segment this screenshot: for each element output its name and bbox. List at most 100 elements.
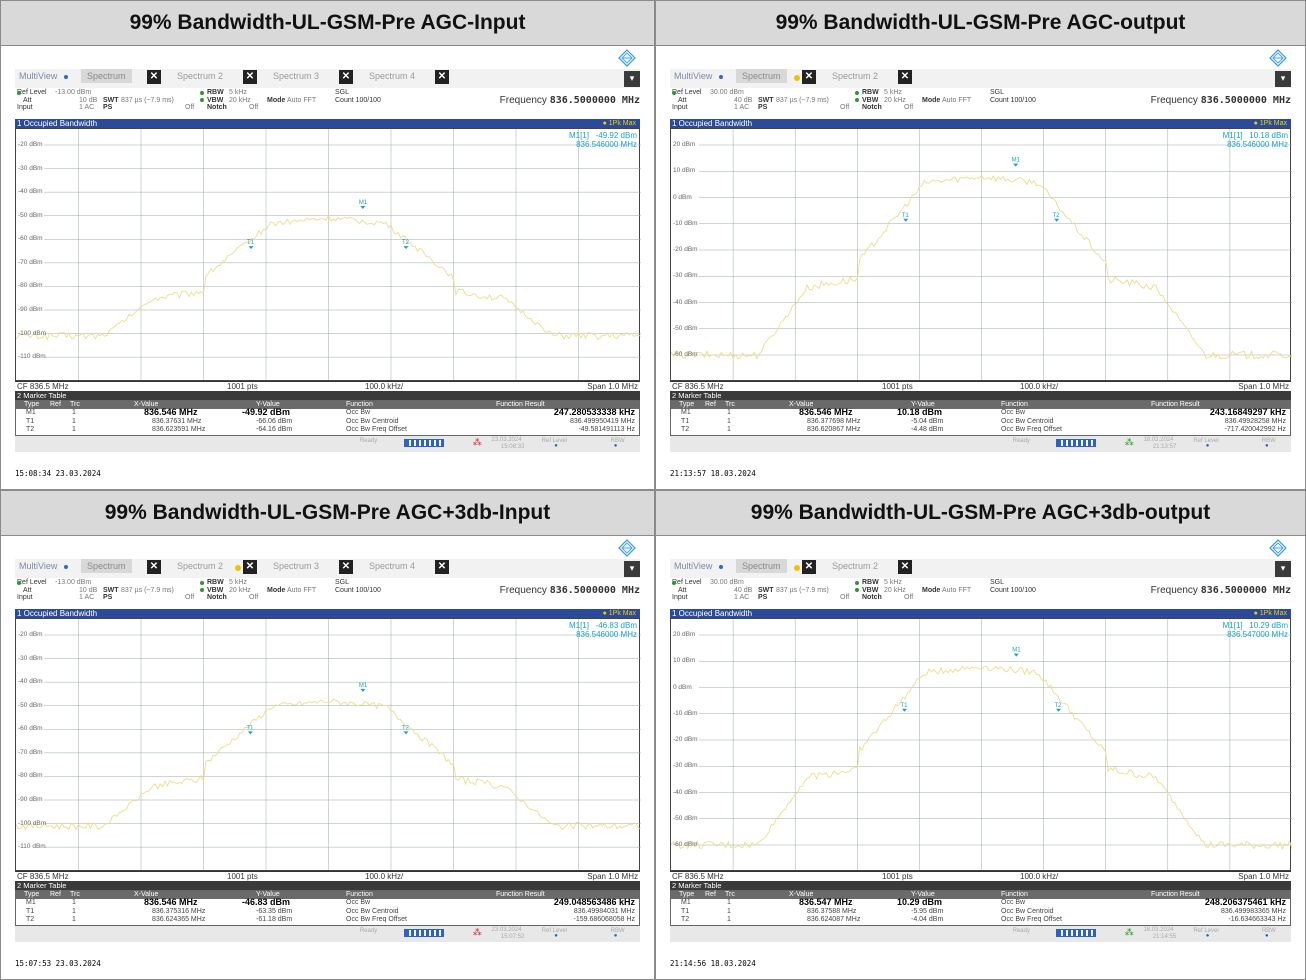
menu-icon[interactable]: ▾ (1275, 71, 1291, 87)
tab-spectrum-2[interactable]: Spectrum 2 (177, 561, 224, 571)
menu-icon[interactable]: ▾ (1275, 561, 1291, 577)
status-time: 21:14:55 (1152, 934, 1177, 940)
marker-label: T1 (247, 240, 255, 246)
marker-m1[interactable] (1013, 653, 1019, 657)
ref-level-softkey[interactable]: Ref Level (541, 438, 568, 444)
table-cell: 836.624087 MHz (807, 916, 861, 923)
close-tab-icon[interactable]: ✕ (147, 560, 161, 574)
marker-t2[interactable] (403, 246, 409, 250)
table-cell: M1 (681, 409, 691, 416)
y-tick-label: -10 dBm (673, 709, 698, 717)
close-tab-icon[interactable]: ✕ (339, 560, 353, 574)
tab-spectrum-4[interactable]: Spectrum 4 (369, 71, 416, 81)
table-cell: -717.420042992 Hz (1224, 426, 1287, 433)
ref-level-softkey[interactable]: Ref Level (1193, 438, 1219, 444)
marker-t2[interactable] (1054, 218, 1060, 222)
menu-icon[interactable]: ▾ (624, 561, 640, 577)
close-tab-icon[interactable]: ✕ (339, 70, 353, 84)
marker-t1[interactable] (901, 708, 907, 712)
column-header: X-Value (134, 401, 159, 408)
m1-level: -49.92 dBm (595, 131, 637, 140)
att-indicator-icon (17, 581, 21, 585)
multiview-indicator-icon (64, 565, 68, 569)
y-tick-label: -50 dBm (18, 701, 43, 709)
close-tab-icon[interactable]: ✕ (435, 70, 449, 84)
input-label: Input (17, 104, 33, 111)
spectrum-plot: M1 T1 T2 20 dBm 10 dBm 0 dBm -10 dBm -20 dBm -30… (670, 128, 1292, 381)
close-tab-icon[interactable]: ✕ (243, 560, 257, 574)
tab-spectrum[interactable]: Spectrum (81, 559, 132, 573)
close-tab-icon[interactable]: ✕ (898, 560, 912, 574)
marker-m1[interactable] (360, 206, 366, 209)
marker-t2[interactable] (403, 731, 409, 735)
mode-label: Mode (267, 586, 286, 594)
marker-table: Type Ref Trc X-Value Y-Value Function Function… (670, 890, 1291, 926)
vbw-indicator-icon (855, 98, 859, 102)
marker-label: M1 (359, 200, 368, 206)
column-header: Type (24, 891, 40, 898)
y-tick-label: -50 dBm (18, 211, 43, 219)
frequency-value: 836.5000000 MHz (1200, 95, 1291, 106)
close-tab-icon[interactable]: ✕ (802, 560, 816, 574)
ref-level-softkey[interactable]: Ref Level (541, 928, 568, 934)
marker-t1[interactable] (248, 246, 254, 250)
m1-frequency: 836.546000 MHz (576, 630, 637, 639)
tab-spectrum-3[interactable]: Spectrum 3 (273, 561, 320, 571)
tab-multiview[interactable]: MultiView (674, 561, 713, 571)
close-tab-icon[interactable]: ✕ (243, 70, 257, 84)
column-header: Function (346, 401, 373, 408)
tab-multiview[interactable]: MultiView (19, 71, 58, 81)
frequency-readout: Frequency 836.5000000 MHz (500, 95, 640, 106)
y-tick-label: -60 dBm (673, 841, 698, 848)
tab-multiview[interactable]: MultiView (674, 71, 713, 81)
ready-status: Ready (359, 438, 378, 444)
tab-spectrum-4[interactable]: Spectrum 4 (369, 561, 416, 571)
table-cell: T2 (26, 426, 35, 433)
notch: Off (249, 104, 259, 111)
marker-t2[interactable] (1056, 708, 1062, 712)
marker-readout: M1[1] -46.83 dBm 836.546000 MHz (569, 621, 637, 639)
rbw-softkey[interactable]: RBW (610, 928, 625, 934)
y-tick-label: -40 dBm (18, 188, 43, 196)
tab-spectrum[interactable]: Spectrum (736, 559, 787, 573)
column-header: X-Value (789, 891, 814, 898)
rbw-dot-icon: ● (613, 933, 618, 939)
plot-title: 1 Occupied Bandwidth (672, 609, 753, 618)
rbw-softkey[interactable]: RBW (610, 438, 625, 444)
ref-level-softkey[interactable]: Ref Level (1193, 928, 1219, 934)
marker-table: Type Ref Trc X-Value Y-Value Function Function… (15, 400, 640, 436)
marker-t1[interactable] (903, 218, 909, 222)
plot-footer: CF 836.5 MHz 1001 pts 100.0 kHz/Span 1.0 M… (15, 871, 640, 882)
rbw-softkey[interactable]: RBW (1261, 928, 1276, 934)
tab-spectrum[interactable]: Spectrum (736, 69, 787, 83)
status-bar: Ready ⁂ 23.03.2024 15:08:33 Ref Level ● RBW ● (15, 436, 640, 452)
vbw-label: VBW (207, 586, 224, 594)
ps-label: PS (103, 594, 113, 601)
network-icon: ⁂ (472, 437, 482, 447)
m1-frequency: 836.546000 MHz (576, 140, 637, 149)
pts-label: 1001 pts (227, 382, 258, 391)
tab-spectrum-3[interactable]: Spectrum 3 (273, 71, 320, 81)
spectrum-plot: M1 T1 T2 -20 dBm -30 dBm -40 dBm -50 dBm -60 dB… (15, 128, 641, 381)
marker-m1[interactable] (360, 688, 366, 692)
frequency-readout: Frequency 836.5000000 MHz (1151, 586, 1291, 596)
marker-m1[interactable] (1013, 163, 1019, 167)
marker-label: T2 (1053, 213, 1061, 219)
marker-t1[interactable] (247, 731, 253, 735)
close-tab-icon[interactable]: ✕ (898, 70, 912, 84)
close-tab-icon[interactable]: ✕ (147, 70, 161, 84)
tab-multiview[interactable]: MultiView (19, 561, 58, 571)
tab-spectrum-2[interactable]: Spectrum 2 (832, 561, 879, 571)
rbw-softkey[interactable]: RBW (1261, 438, 1276, 444)
status-time: 15:08:33 (500, 444, 525, 450)
close-tab-icon[interactable]: ✕ (435, 560, 449, 574)
panel-title: 99% Bandwidth-UL-GSM-Pre AGC+3db-Input (1, 491, 654, 536)
menu-icon[interactable]: ▾ (624, 71, 640, 87)
tab-spectrum[interactable]: Spectrum (81, 69, 132, 83)
tab-spectrum-2[interactable]: Spectrum 2 (832, 71, 879, 81)
frequency-value: 836.5000000 MHz (549, 95, 640, 106)
span-label: Span 1.0 MHz (1238, 382, 1289, 391)
close-tab-icon[interactable]: ✕ (802, 70, 816, 84)
table-cell: 836.620867 MHz (807, 426, 861, 433)
tab-spectrum-2[interactable]: Spectrum 2 (177, 71, 224, 81)
